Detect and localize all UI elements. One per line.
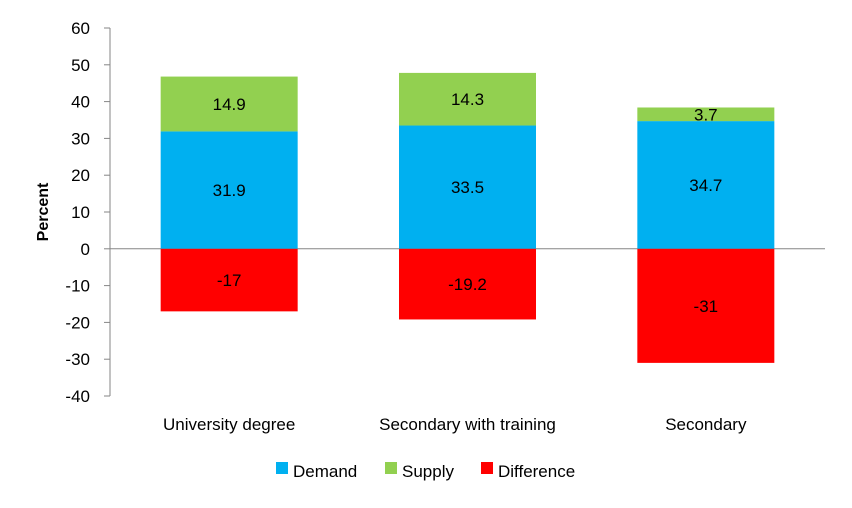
category-label: Secondary bbox=[665, 415, 747, 434]
y-tick-label: 50 bbox=[71, 56, 90, 75]
bar-difference-3 bbox=[637, 248, 775, 363]
data-label-difference-1: -17 bbox=[217, 271, 242, 290]
data-label-demand-2: 33.5 bbox=[451, 178, 484, 197]
legend-label-supply: Supply bbox=[402, 462, 454, 481]
y-tick-label: 40 bbox=[71, 93, 90, 112]
legend-swatch-supply bbox=[385, 462, 397, 474]
y-tick-label: -10 bbox=[65, 277, 90, 296]
bar-difference-2 bbox=[399, 248, 536, 320]
bar-demand-1 bbox=[160, 131, 298, 249]
y-tick-label: 60 bbox=[71, 19, 90, 38]
data-label-demand-3: 34.7 bbox=[689, 176, 722, 195]
y-tick-label: -30 bbox=[65, 350, 90, 369]
y-tick-label: -40 bbox=[65, 387, 90, 406]
legend-swatch-demand bbox=[276, 462, 288, 474]
legend-label-difference: Difference bbox=[498, 462, 575, 481]
bar-supply-3 bbox=[637, 107, 775, 122]
data-label-difference-3: -31 bbox=[694, 297, 719, 316]
data-label-supply-3: 3.7 bbox=[694, 105, 718, 124]
bar-demand-3 bbox=[637, 121, 775, 249]
data-label-difference-2: -19.2 bbox=[448, 275, 487, 294]
data-label-supply-2: 14.3 bbox=[451, 90, 484, 109]
y-tick-label: 20 bbox=[71, 166, 90, 185]
legend: Demand Supply Difference bbox=[276, 462, 575, 481]
category-label: University degree bbox=[163, 415, 295, 434]
y-tick-label: 30 bbox=[71, 129, 90, 148]
bars: 31.9 14.9 -17 33.5 14.3 -19.2 34.7 3.7 -31 bbox=[160, 72, 775, 363]
y-tick-label: -20 bbox=[65, 313, 90, 332]
bar-demand-2 bbox=[399, 125, 536, 249]
data-label-demand-1: 31.9 bbox=[213, 181, 246, 200]
bar-supply-1 bbox=[160, 76, 298, 132]
legend-swatch-difference bbox=[481, 462, 493, 474]
y-tick-label: 0 bbox=[81, 240, 90, 259]
data-label-supply-1: 14.9 bbox=[213, 95, 246, 114]
category-label: Secondary with training bbox=[379, 415, 556, 434]
y-axis-title: Percent bbox=[35, 182, 52, 241]
axes: 60 50 40 30 20 10 0 -10 -20 -30 -40 Percent Universi… bbox=[35, 19, 825, 434]
bar-supply-2 bbox=[399, 72, 536, 126]
y-tick-label: 10 bbox=[71, 203, 90, 222]
legend-label-demand: Demand bbox=[293, 462, 357, 481]
bar-difference-1 bbox=[160, 248, 298, 312]
